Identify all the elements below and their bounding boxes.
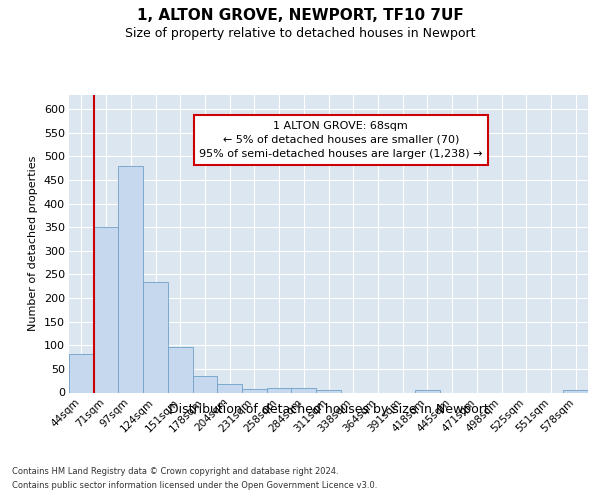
Bar [118,166,143,392]
Text: 1, ALTON GROVE, NEWPORT, TF10 7UF: 1, ALTON GROVE, NEWPORT, TF10 7UF [137,8,463,22]
Y-axis label: Number of detached properties: Number of detached properties [28,156,38,332]
Bar [242,388,267,392]
Text: 1 ALTON GROVE: 68sqm
← 5% of detached houses are smaller (70)
95% of semi-detach: 1 ALTON GROVE: 68sqm ← 5% of detached ho… [199,121,482,159]
Bar [193,376,217,392]
Bar [267,388,292,392]
Text: Contains HM Land Registry data © Crown copyright and database right 2024.: Contains HM Land Registry data © Crown c… [12,468,338,476]
Bar [94,227,118,392]
Bar [292,388,316,392]
Bar [415,390,440,392]
Bar [316,390,341,392]
Bar [69,354,94,393]
Text: Contains public sector information licensed under the Open Government Licence v3: Contains public sector information licen… [12,481,377,490]
Text: Size of property relative to detached houses in Newport: Size of property relative to detached ho… [125,28,475,40]
Bar [217,384,242,392]
Text: Distribution of detached houses by size in Newport: Distribution of detached houses by size … [169,402,488,415]
Bar [168,347,193,393]
Bar [563,390,588,392]
Bar [143,282,168,393]
